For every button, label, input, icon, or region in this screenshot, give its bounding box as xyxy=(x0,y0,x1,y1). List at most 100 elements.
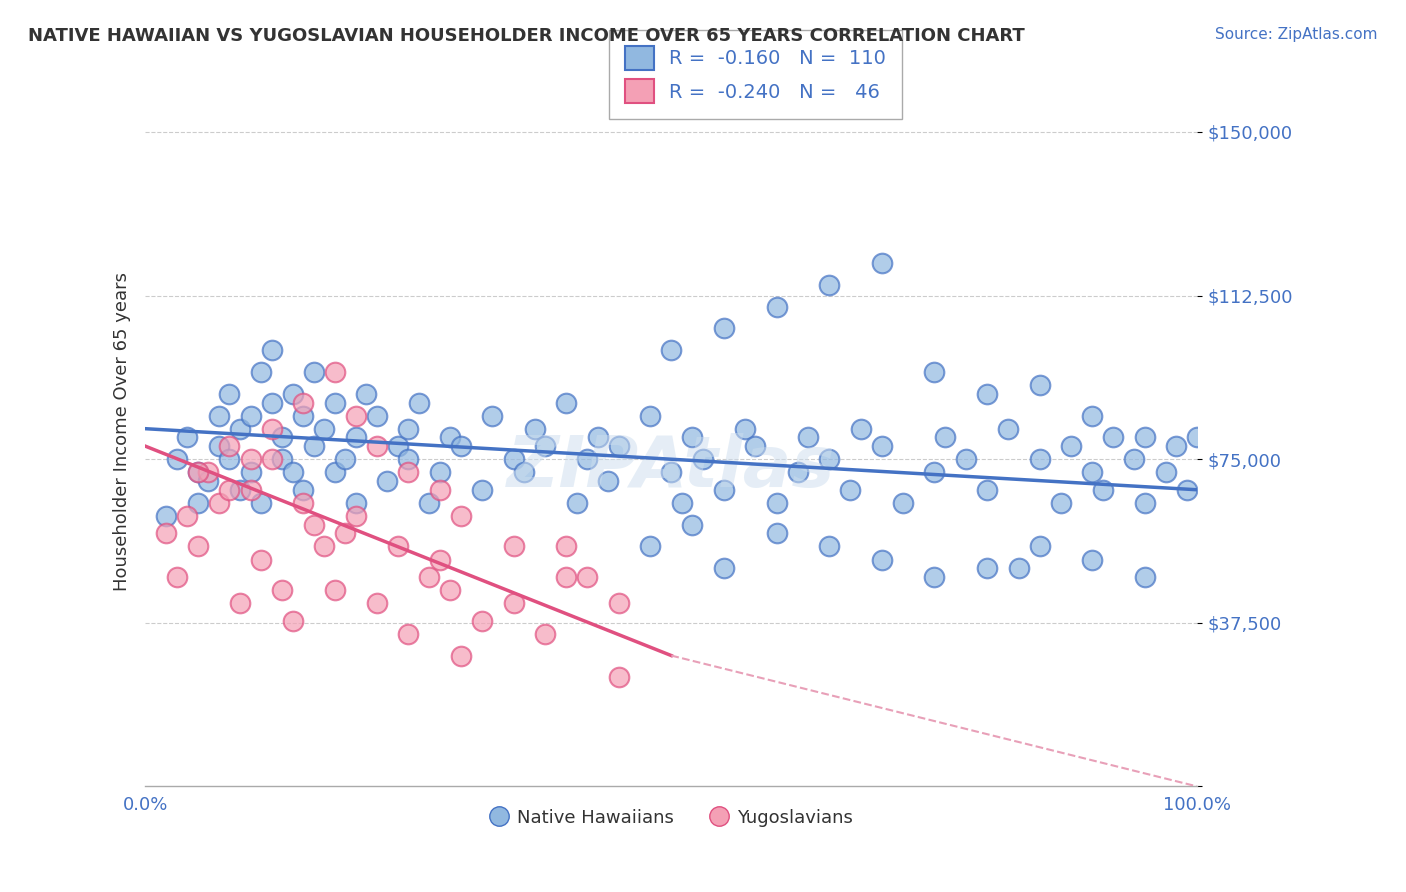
Point xyxy=(640,409,662,423)
Point xyxy=(849,422,872,436)
Point xyxy=(481,409,503,423)
Point xyxy=(429,483,451,497)
Point xyxy=(586,430,609,444)
Point xyxy=(523,422,546,436)
Point xyxy=(292,409,315,423)
Point xyxy=(375,474,398,488)
Point xyxy=(797,430,820,444)
Y-axis label: Householder Income Over 65 years: Householder Income Over 65 years xyxy=(114,272,131,591)
Point xyxy=(934,430,956,444)
Point xyxy=(250,496,273,510)
Point xyxy=(598,474,620,488)
Point xyxy=(197,474,219,488)
Point xyxy=(1175,483,1198,497)
Point xyxy=(292,496,315,510)
Point xyxy=(239,452,262,467)
Point xyxy=(659,343,682,358)
Point xyxy=(502,596,524,610)
Point xyxy=(671,496,693,510)
Point xyxy=(323,365,346,379)
Point xyxy=(1133,570,1156,584)
Point xyxy=(924,466,946,480)
Point xyxy=(607,596,630,610)
Point xyxy=(250,365,273,379)
Point xyxy=(1154,466,1177,480)
Point xyxy=(166,452,188,467)
Point xyxy=(387,439,409,453)
Point xyxy=(387,540,409,554)
Legend: Native Hawaiians, Yugoslavians: Native Hawaiians, Yugoslavians xyxy=(482,802,860,834)
Point xyxy=(1060,439,1083,453)
Point xyxy=(281,386,304,401)
Point xyxy=(976,483,998,497)
Point xyxy=(576,570,599,584)
Point xyxy=(997,422,1019,436)
Point xyxy=(396,466,419,480)
Point xyxy=(1133,430,1156,444)
Point xyxy=(208,409,231,423)
Point xyxy=(576,452,599,467)
Point xyxy=(681,430,703,444)
Point xyxy=(260,343,283,358)
Point xyxy=(229,596,252,610)
Point xyxy=(429,552,451,566)
Point xyxy=(744,439,766,453)
Point xyxy=(260,395,283,409)
Point xyxy=(166,570,188,584)
Point xyxy=(765,300,787,314)
Point xyxy=(187,466,209,480)
Point xyxy=(513,466,536,480)
Point xyxy=(176,508,198,523)
Point xyxy=(607,439,630,453)
Point xyxy=(344,430,367,444)
Point xyxy=(555,540,578,554)
Point xyxy=(218,452,240,467)
Point xyxy=(250,552,273,566)
Point xyxy=(818,452,841,467)
Point xyxy=(659,466,682,480)
Point xyxy=(197,466,219,480)
Point xyxy=(239,466,262,480)
Point xyxy=(1028,452,1050,467)
Point xyxy=(396,626,419,640)
Point xyxy=(607,670,630,684)
Point xyxy=(450,508,472,523)
Point xyxy=(1049,496,1071,510)
Point xyxy=(396,422,419,436)
Point xyxy=(839,483,862,497)
Point xyxy=(786,466,808,480)
Text: NATIVE HAWAIIAN VS YUGOSLAVIAN HOUSEHOLDER INCOME OVER 65 YEARS CORRELATION CHAR: NATIVE HAWAIIAN VS YUGOSLAVIAN HOUSEHOLD… xyxy=(28,27,1025,45)
Point xyxy=(260,452,283,467)
Point xyxy=(260,422,283,436)
Point xyxy=(302,365,325,379)
Point xyxy=(870,256,893,270)
Point xyxy=(1166,439,1188,453)
Point xyxy=(429,466,451,480)
Point xyxy=(1102,430,1125,444)
Point xyxy=(344,409,367,423)
Text: Source: ZipAtlas.com: Source: ZipAtlas.com xyxy=(1215,27,1378,42)
Point xyxy=(891,496,914,510)
Point xyxy=(1007,561,1029,575)
Point xyxy=(302,439,325,453)
Point xyxy=(366,596,388,610)
Point xyxy=(1028,378,1050,392)
Point xyxy=(218,483,240,497)
Point xyxy=(155,508,177,523)
Point xyxy=(870,552,893,566)
Point xyxy=(344,508,367,523)
Point xyxy=(765,496,787,510)
Point xyxy=(323,583,346,598)
Point xyxy=(713,483,735,497)
Point xyxy=(1091,483,1114,497)
Point xyxy=(187,496,209,510)
Point xyxy=(534,439,557,453)
Point xyxy=(713,321,735,335)
Point xyxy=(439,430,461,444)
Point xyxy=(354,386,377,401)
Point xyxy=(640,540,662,554)
Point xyxy=(1081,466,1104,480)
Point xyxy=(555,570,578,584)
Point xyxy=(218,439,240,453)
Point xyxy=(292,395,315,409)
